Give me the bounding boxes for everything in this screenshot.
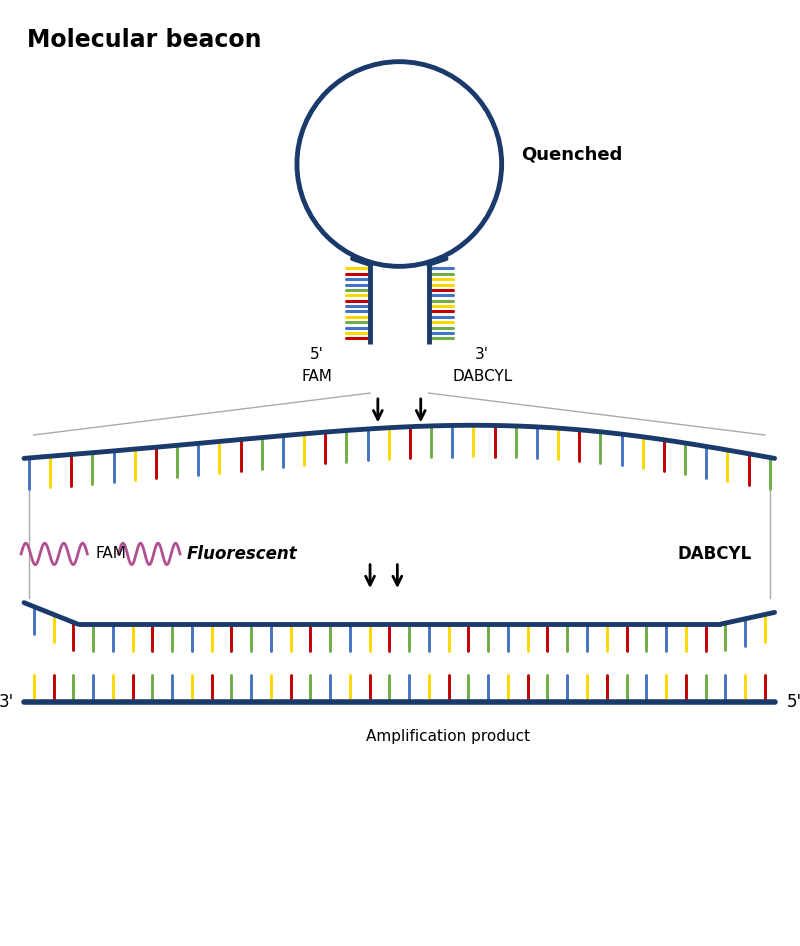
Text: Fluorescent: Fluorescent (187, 545, 298, 563)
Text: 3': 3' (475, 347, 489, 362)
Text: Molecular beacon: Molecular beacon (27, 27, 262, 51)
Text: 5': 5' (786, 693, 800, 711)
Text: DABCYL: DABCYL (452, 369, 512, 384)
Text: FAM: FAM (301, 369, 332, 384)
Text: FAM: FAM (95, 547, 126, 561)
Text: DABCYL: DABCYL (677, 545, 751, 563)
Text: Quenched: Quenched (521, 146, 622, 164)
Text: 3': 3' (0, 693, 14, 711)
Text: Amplification product: Amplification product (366, 729, 530, 745)
Text: 5': 5' (310, 347, 323, 362)
